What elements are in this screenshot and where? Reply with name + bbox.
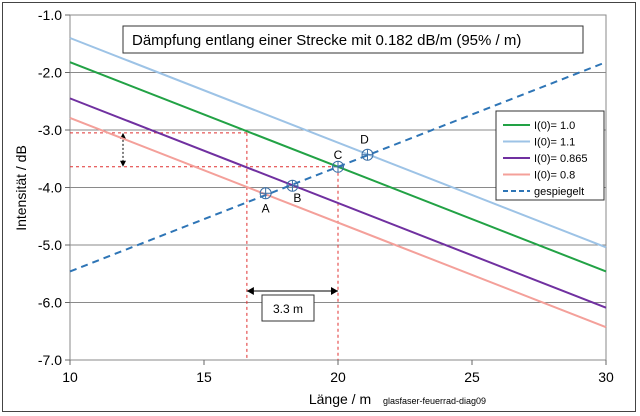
point-label-a: A [262, 201, 270, 215]
x-tick-label-1: 15 [196, 369, 212, 385]
x-tick-label-2: 20 [330, 369, 346, 385]
point-label-c: C [334, 148, 343, 162]
legend-label-0: I(0)= 1.0 [534, 120, 575, 132]
intensity-arrow-head-bottom [120, 160, 126, 167]
y-tick-label-2: -3.0 [38, 122, 62, 138]
legend: I(0)= 1.0 I(0)= 1.1 I(0)= 0.865 I(0)= 0.8 ge… [495, 110, 605, 201]
x-tick-label-0: 10 [62, 369, 78, 385]
span-label: 3.3 m [273, 302, 303, 316]
point-label-d: D [360, 133, 369, 147]
y-tick-label-6: -7.0 [38, 352, 62, 368]
span-label-box: 3.3 m [261, 294, 315, 322]
chart-frame [2, 2, 636, 412]
legend-label-2: I(0)= 0.865 [534, 153, 588, 165]
y-tick-label-4: -5.0 [38, 237, 62, 253]
series-line-3 [69, 116, 607, 329]
series-line-1 [69, 37, 607, 249]
y-tick-label-3: -4.0 [38, 180, 62, 196]
y-tick-label-1: -2.0 [38, 65, 62, 81]
y-axis-label: Intensität / dB [13, 145, 29, 231]
footnote-label: glasfaser-feuerrad-diag09 [383, 396, 486, 406]
x-tick-label-3: 25 [464, 369, 480, 385]
legend-label-4: gespiegelt [534, 186, 584, 198]
legend-label-1: I(0)= 1.1 [534, 137, 575, 149]
series-line-2 [69, 97, 607, 309]
x-tick-label-4: 30 [598, 369, 614, 385]
legend-label-3: I(0)= 0.8 [534, 170, 575, 182]
y-tick-label-0: -1.0 [38, 7, 62, 23]
chart-title: Dämpfung entlang einer Strecke mit 0.182… [132, 32, 521, 49]
x-axis-label: Länge / m [309, 391, 371, 407]
span-arrow-head-right [331, 287, 338, 295]
span-arrow-head-left [246, 287, 254, 295]
chart-title-box: Dämpfung entlang einer Strecke mit 0.182… [122, 25, 584, 54]
point-label-b: B [293, 191, 301, 205]
y-tick-label-5: -6.0 [38, 295, 62, 311]
